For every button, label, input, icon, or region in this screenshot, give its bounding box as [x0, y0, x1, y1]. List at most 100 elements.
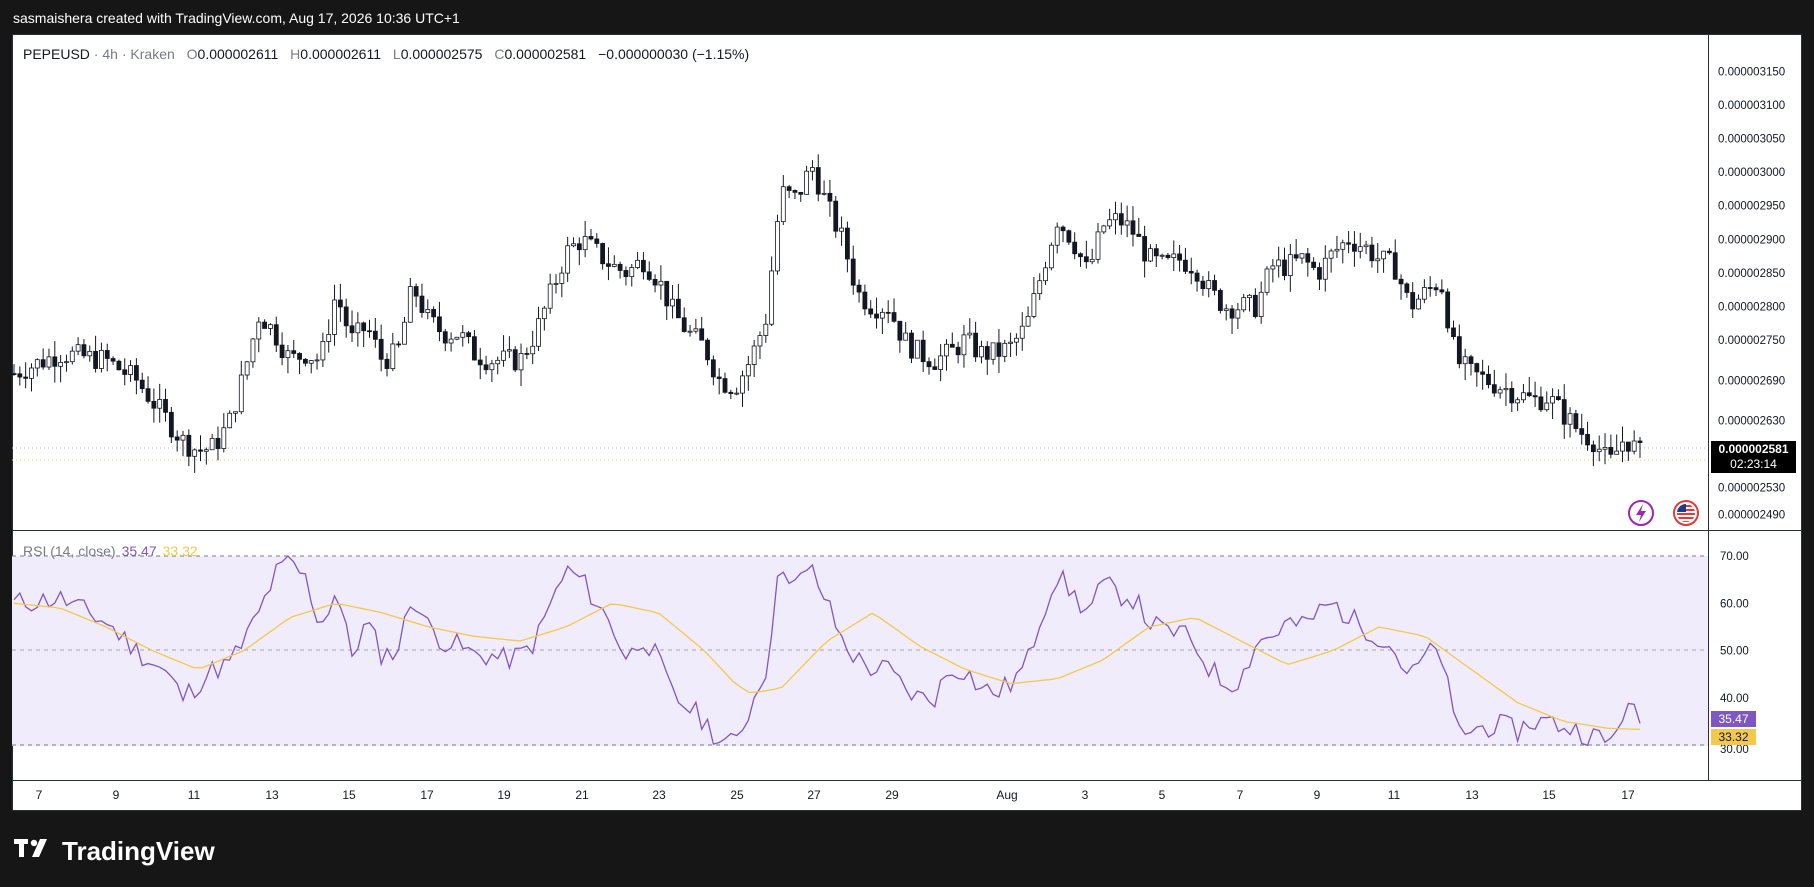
candle: [559, 266, 565, 298]
lightning-icon[interactable]: [1628, 500, 1654, 526]
candle: [23, 362, 29, 389]
time-tick-label: 11: [1388, 788, 1401, 802]
candle: [279, 332, 285, 366]
candle: [349, 310, 355, 342]
candle: [75, 337, 81, 356]
candle: [402, 316, 407, 345]
rsi-label[interactable]: RSI (14, close): [23, 543, 116, 559]
candle: [367, 319, 372, 338]
candle: [1538, 386, 1544, 413]
price-tick-label: 0.000002630: [1718, 416, 1785, 428]
candle: [879, 308, 885, 335]
candle: [984, 341, 990, 375]
candle: [1311, 257, 1317, 271]
candle: [914, 339, 920, 359]
candle: [1148, 244, 1153, 263]
candle: [792, 189, 798, 200]
candle: [571, 237, 576, 248]
candle: [1456, 324, 1462, 369]
time-tick-label: 5: [1159, 788, 1166, 802]
candle: [1258, 281, 1264, 324]
price-tick-label: 0.000002530: [1718, 483, 1785, 495]
rsi-tick-label: 60.00: [1720, 598, 1749, 610]
price-axis[interactable]: 0.000003150 0.000003100 0.000003050 0.00000…: [1718, 66, 1785, 521]
candle: [308, 360, 314, 374]
candle: [629, 263, 635, 287]
candle: [658, 265, 664, 300]
rsi-axis[interactable]: 70.00 60.00 50.00 40.00 30.00: [1720, 551, 1749, 756]
candle: [495, 356, 501, 375]
rsi-tick-label: 30.00: [1720, 744, 1749, 756]
candle: [1159, 253, 1165, 260]
price-tick-label: 0.000002950: [1718, 201, 1785, 213]
candle: [133, 358, 139, 395]
time-axis[interactable]: 7 9 11 13 15 17 19 21 23 25 27 29 Aug 3 5 7 9 11 13 15 17: [36, 788, 1635, 802]
low-label: L: [392, 46, 401, 62]
candle: [891, 298, 897, 323]
candle: [839, 216, 844, 246]
rsi-ma-badge: 33.32: [1711, 729, 1756, 745]
candle: [1503, 373, 1509, 406]
candle: [139, 372, 145, 394]
candle: [1299, 253, 1305, 264]
candle: [186, 429, 192, 467]
candle: [64, 354, 69, 372]
candle: [1526, 376, 1532, 398]
candle: [1136, 217, 1142, 237]
candle: [314, 353, 320, 370]
candle: [1101, 224, 1107, 234]
chart-frame: [12, 34, 1802, 811]
candle: [874, 297, 879, 329]
candle: [1567, 407, 1573, 438]
interval-label[interactable]: 4h: [102, 46, 118, 62]
candle: [425, 299, 431, 320]
time-tick-label: 27: [807, 788, 821, 802]
candle: [611, 255, 617, 268]
candle: [1340, 239, 1346, 264]
tradingview-brand[interactable]: TradingView: [14, 836, 215, 867]
candle: [955, 341, 961, 364]
candle: [1043, 261, 1048, 285]
price-tick-label: 0.000003000: [1718, 167, 1785, 179]
us-flag-icon[interactable]: [1673, 500, 1699, 526]
candle: [786, 184, 792, 199]
candle: [34, 358, 40, 377]
time-tick-label: 11: [188, 788, 201, 802]
candle: [1293, 239, 1299, 262]
candle: [617, 261, 623, 279]
candle: [949, 332, 955, 348]
candle: [1416, 294, 1421, 310]
candle: [69, 346, 75, 365]
time-tick-label: 29: [885, 788, 899, 802]
candle: [920, 330, 926, 372]
candle: [1287, 243, 1293, 292]
candle: [524, 347, 530, 360]
candle: [967, 318, 973, 339]
candle: [1544, 391, 1550, 412]
candle: [926, 357, 932, 375]
time-tick-label: 23: [652, 788, 666, 802]
time-tick-label: 7: [1237, 788, 1244, 802]
candle: [396, 341, 402, 348]
candle: [897, 320, 903, 353]
high-value: 0.000002611: [300, 46, 381, 62]
candle: [1556, 389, 1561, 401]
candle: [1095, 222, 1101, 264]
rsi-line: [13, 555, 1641, 747]
candle: [588, 229, 594, 241]
rsi-ma-line: [13, 602, 1641, 730]
candle: [40, 348, 46, 370]
candle: [221, 413, 227, 453]
candle: [1375, 243, 1381, 274]
candle: [1200, 275, 1206, 296]
candle: [343, 298, 349, 338]
candle: [1579, 413, 1585, 445]
symbol-name[interactable]: PEPEUSD: [23, 46, 90, 62]
rsi-tick-label: 40.00: [1720, 693, 1749, 705]
candle: [1468, 354, 1474, 376]
candle: [1223, 304, 1229, 321]
candle: [87, 345, 93, 362]
candle: [1381, 250, 1386, 273]
candle: [1357, 232, 1363, 259]
